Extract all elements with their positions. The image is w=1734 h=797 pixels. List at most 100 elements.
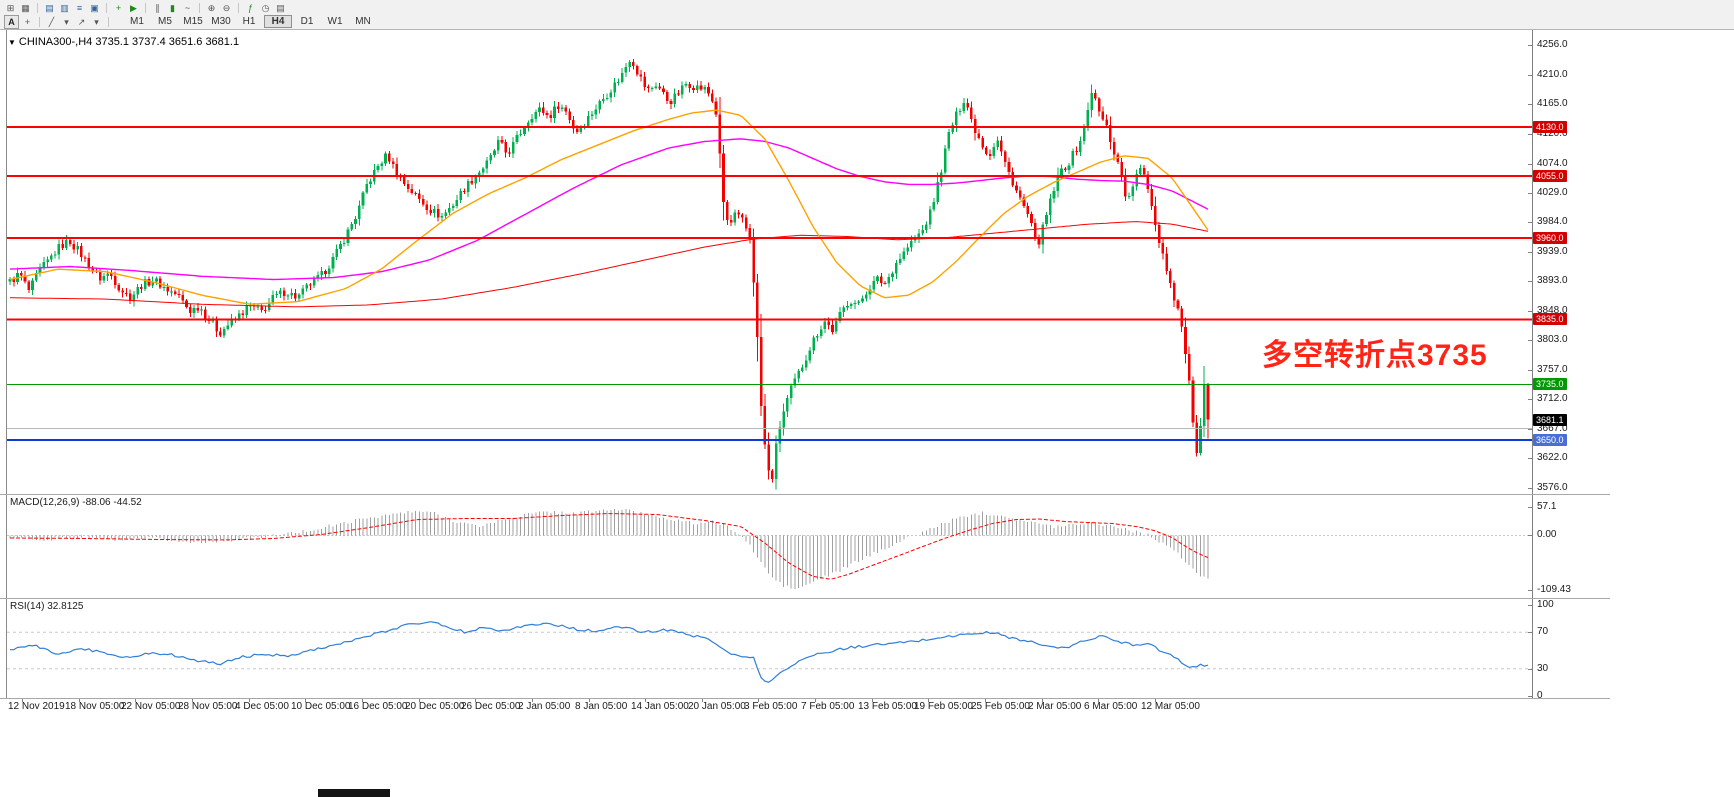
toolbar-separator	[106, 2, 107, 13]
time-tick-mark	[475, 699, 476, 702]
price-tick-label: 3622.0	[1537, 452, 1568, 463]
timeframe-h4-button[interactable]: H4	[264, 15, 292, 28]
rsi-panel-canvas[interactable]	[0, 598, 1533, 698]
toolbar-separator	[108, 16, 109, 27]
price-tick-label: 4120.0	[1537, 128, 1568, 139]
time-tick-mark	[192, 699, 193, 702]
timeframe-m15-button[interactable]: M15	[183, 16, 203, 27]
price-tick-label: 4074.0	[1537, 158, 1568, 169]
time-axis-label: 12 Nov 2019	[8, 701, 65, 712]
time-axis-label: 4 Dec 05:00	[235, 701, 289, 712]
price-tick-label: 3576.0	[1537, 482, 1568, 493]
time-axis-label: 28 Nov 05:00	[178, 701, 238, 712]
autotrading-icon[interactable]: ▶	[130, 2, 137, 13]
profiles-icon[interactable]: ▦	[21, 2, 30, 13]
data-window-icon[interactable]: ▥	[60, 2, 69, 13]
time-tick-mark	[1155, 699, 1156, 702]
macd-label: MACD(12,26,9) -88.06 -44.52	[10, 497, 142, 508]
price-tick-label: 3667.0	[1537, 423, 1568, 434]
time-axis-line[interactable]	[0, 698, 1610, 699]
timeframe-h1-button[interactable]: H1	[242, 16, 256, 27]
new-order-icon[interactable]: +	[115, 2, 122, 13]
time-tick-mark	[928, 699, 929, 702]
arrows-dropdown-icon[interactable]: ▾	[94, 16, 99, 27]
timeframes-group: M1 M5 M15 M30 H1 H4 D1 W1 MN	[123, 15, 377, 28]
price-badge-3735.0: 3735.0	[1533, 378, 1567, 390]
macd-tick-label: 57.1	[1537, 501, 1557, 512]
rsi-tick-label: 100	[1537, 599, 1554, 610]
periods-icon[interactable]: ◷	[261, 2, 270, 13]
toolbar-row-standard: ⊞ ▦ ▤ ▥ ≡ ▣ + ▶ ∥ ▮ ~ ⊕ ⊖ ƒ ◷ ▤	[0, 1, 288, 14]
price-tick-label: 3984.0	[1537, 216, 1568, 227]
line-chart-icon[interactable]: ~	[184, 2, 191, 13]
timeframe-m1-button[interactable]: M1	[130, 16, 144, 27]
time-axis-label: 2 Jan 05:00	[518, 701, 571, 712]
indicators-icon[interactable]: ƒ	[247, 2, 253, 13]
time-axis-label: 13 Feb 05:00	[858, 701, 917, 712]
time-tick-mark	[702, 699, 703, 702]
price-tick-label: 3757.0	[1537, 364, 1568, 375]
macd-signal-line	[10, 513, 1209, 580]
rsi-tick-label: 0	[1537, 690, 1543, 701]
toolbar: ⊞ ▦ ▤ ▥ ≡ ▣ + ▶ ∥ ▮ ~ ⊕ ⊖ ƒ ◷ ▤ A + ╱ ▾ ↗ ▾ M1 M5 M15 M30 H1 H4 D1…	[0, 0, 1734, 30]
crosshair-tool-icon[interactable]: +	[24, 16, 31, 27]
bar-chart-icon[interactable]: ∥	[155, 2, 160, 13]
timeframe-w1-button[interactable]: W1	[327, 16, 343, 27]
arrows-tool-icon[interactable]: ↗	[77, 16, 86, 27]
time-axis-label: 22 Nov 05:00	[121, 701, 181, 712]
time-axis-label: 6 Mar 05:00	[1084, 701, 1138, 712]
price-tick-label: 4256.0	[1537, 39, 1568, 50]
toolbar-separator	[238, 2, 239, 13]
zoom-in-icon[interactable]: ⊕	[207, 2, 216, 13]
rsi-panel-separator[interactable]	[0, 598, 1610, 599]
zoom-out-icon[interactable]: ⊖	[222, 2, 231, 13]
price-axis-line[interactable]	[1532, 30, 1533, 698]
time-tick-mark	[872, 699, 873, 702]
chart-window[interactable]: ▼ CHINA300-,H4 3735.1 3737.4 3651.6 3681.…	[0, 29, 1734, 714]
chart-collapse-icon[interactable]: ▼	[8, 38, 16, 47]
templates-icon[interactable]: ▤	[276, 2, 285, 13]
price-tick-label: 3939.0	[1537, 246, 1568, 257]
time-tick-mark	[815, 699, 816, 702]
toolbar-separator	[37, 2, 38, 13]
ma-magenta-line	[9, 138, 1209, 281]
time-tick-mark	[362, 699, 363, 702]
timeframe-m5-button[interactable]: M5	[158, 16, 172, 27]
ma-red-line	[10, 221, 1209, 308]
price-tick-label: 3848.0	[1537, 305, 1568, 316]
timeframe-d1-button[interactable]: D1	[300, 16, 314, 27]
macd-panel-separator[interactable]	[0, 494, 1610, 495]
price-badge-3650.0: 3650.0	[1533, 434, 1567, 446]
toolbar-separator	[199, 2, 200, 13]
market-watch-icon[interactable]: ▤	[45, 2, 54, 13]
text-tool-button[interactable]: A	[4, 14, 19, 29]
new-chart-icon[interactable]: ⊞	[6, 2, 15, 13]
navigator-icon[interactable]: ≡	[76, 2, 83, 13]
rsi-line	[9, 621, 1209, 683]
price-chart-canvas[interactable]	[0, 30, 1533, 494]
trendline-tool-icon[interactable]: ╱	[48, 16, 55, 27]
time-tick-mark	[305, 699, 306, 702]
macd-tick-label: -109.43	[1537, 584, 1571, 595]
time-axis-label: 14 Jan 05:00	[631, 701, 689, 712]
timeframe-mn-button[interactable]: MN	[355, 16, 371, 27]
price-tick-label: 3803.0	[1537, 334, 1568, 345]
price-tick-label: 3712.0	[1537, 393, 1568, 404]
macd-histogram	[9, 509, 1209, 590]
time-axis-label: 26 Dec 05:00	[461, 701, 521, 712]
time-axis-label: 25 Feb 05:00	[971, 701, 1030, 712]
taskbar-fragment	[318, 789, 390, 797]
price-badge-4130.0: 4130.0	[1533, 121, 1567, 133]
time-tick-mark	[79, 699, 80, 702]
drawing-tools-group: A + ╱ ▾ ↗ ▾	[3, 14, 113, 29]
time-axis-label: 12 Mar 05:00	[1141, 701, 1200, 712]
trendline-dropdown-icon[interactable]: ▾	[64, 16, 69, 27]
time-tick-mark	[22, 699, 23, 702]
macd-panel-canvas[interactable]	[0, 494, 1533, 598]
candlestick-chart-icon[interactable]: ▮	[170, 2, 175, 13]
macd-tick-label: 0.00	[1537, 529, 1557, 540]
terminal-icon[interactable]: ▣	[90, 2, 99, 13]
timeframe-m30-button[interactable]: M30	[211, 16, 231, 27]
time-axis-label: 2 Mar 05:00	[1028, 701, 1082, 712]
time-axis-label: 18 Nov 05:00	[65, 701, 125, 712]
